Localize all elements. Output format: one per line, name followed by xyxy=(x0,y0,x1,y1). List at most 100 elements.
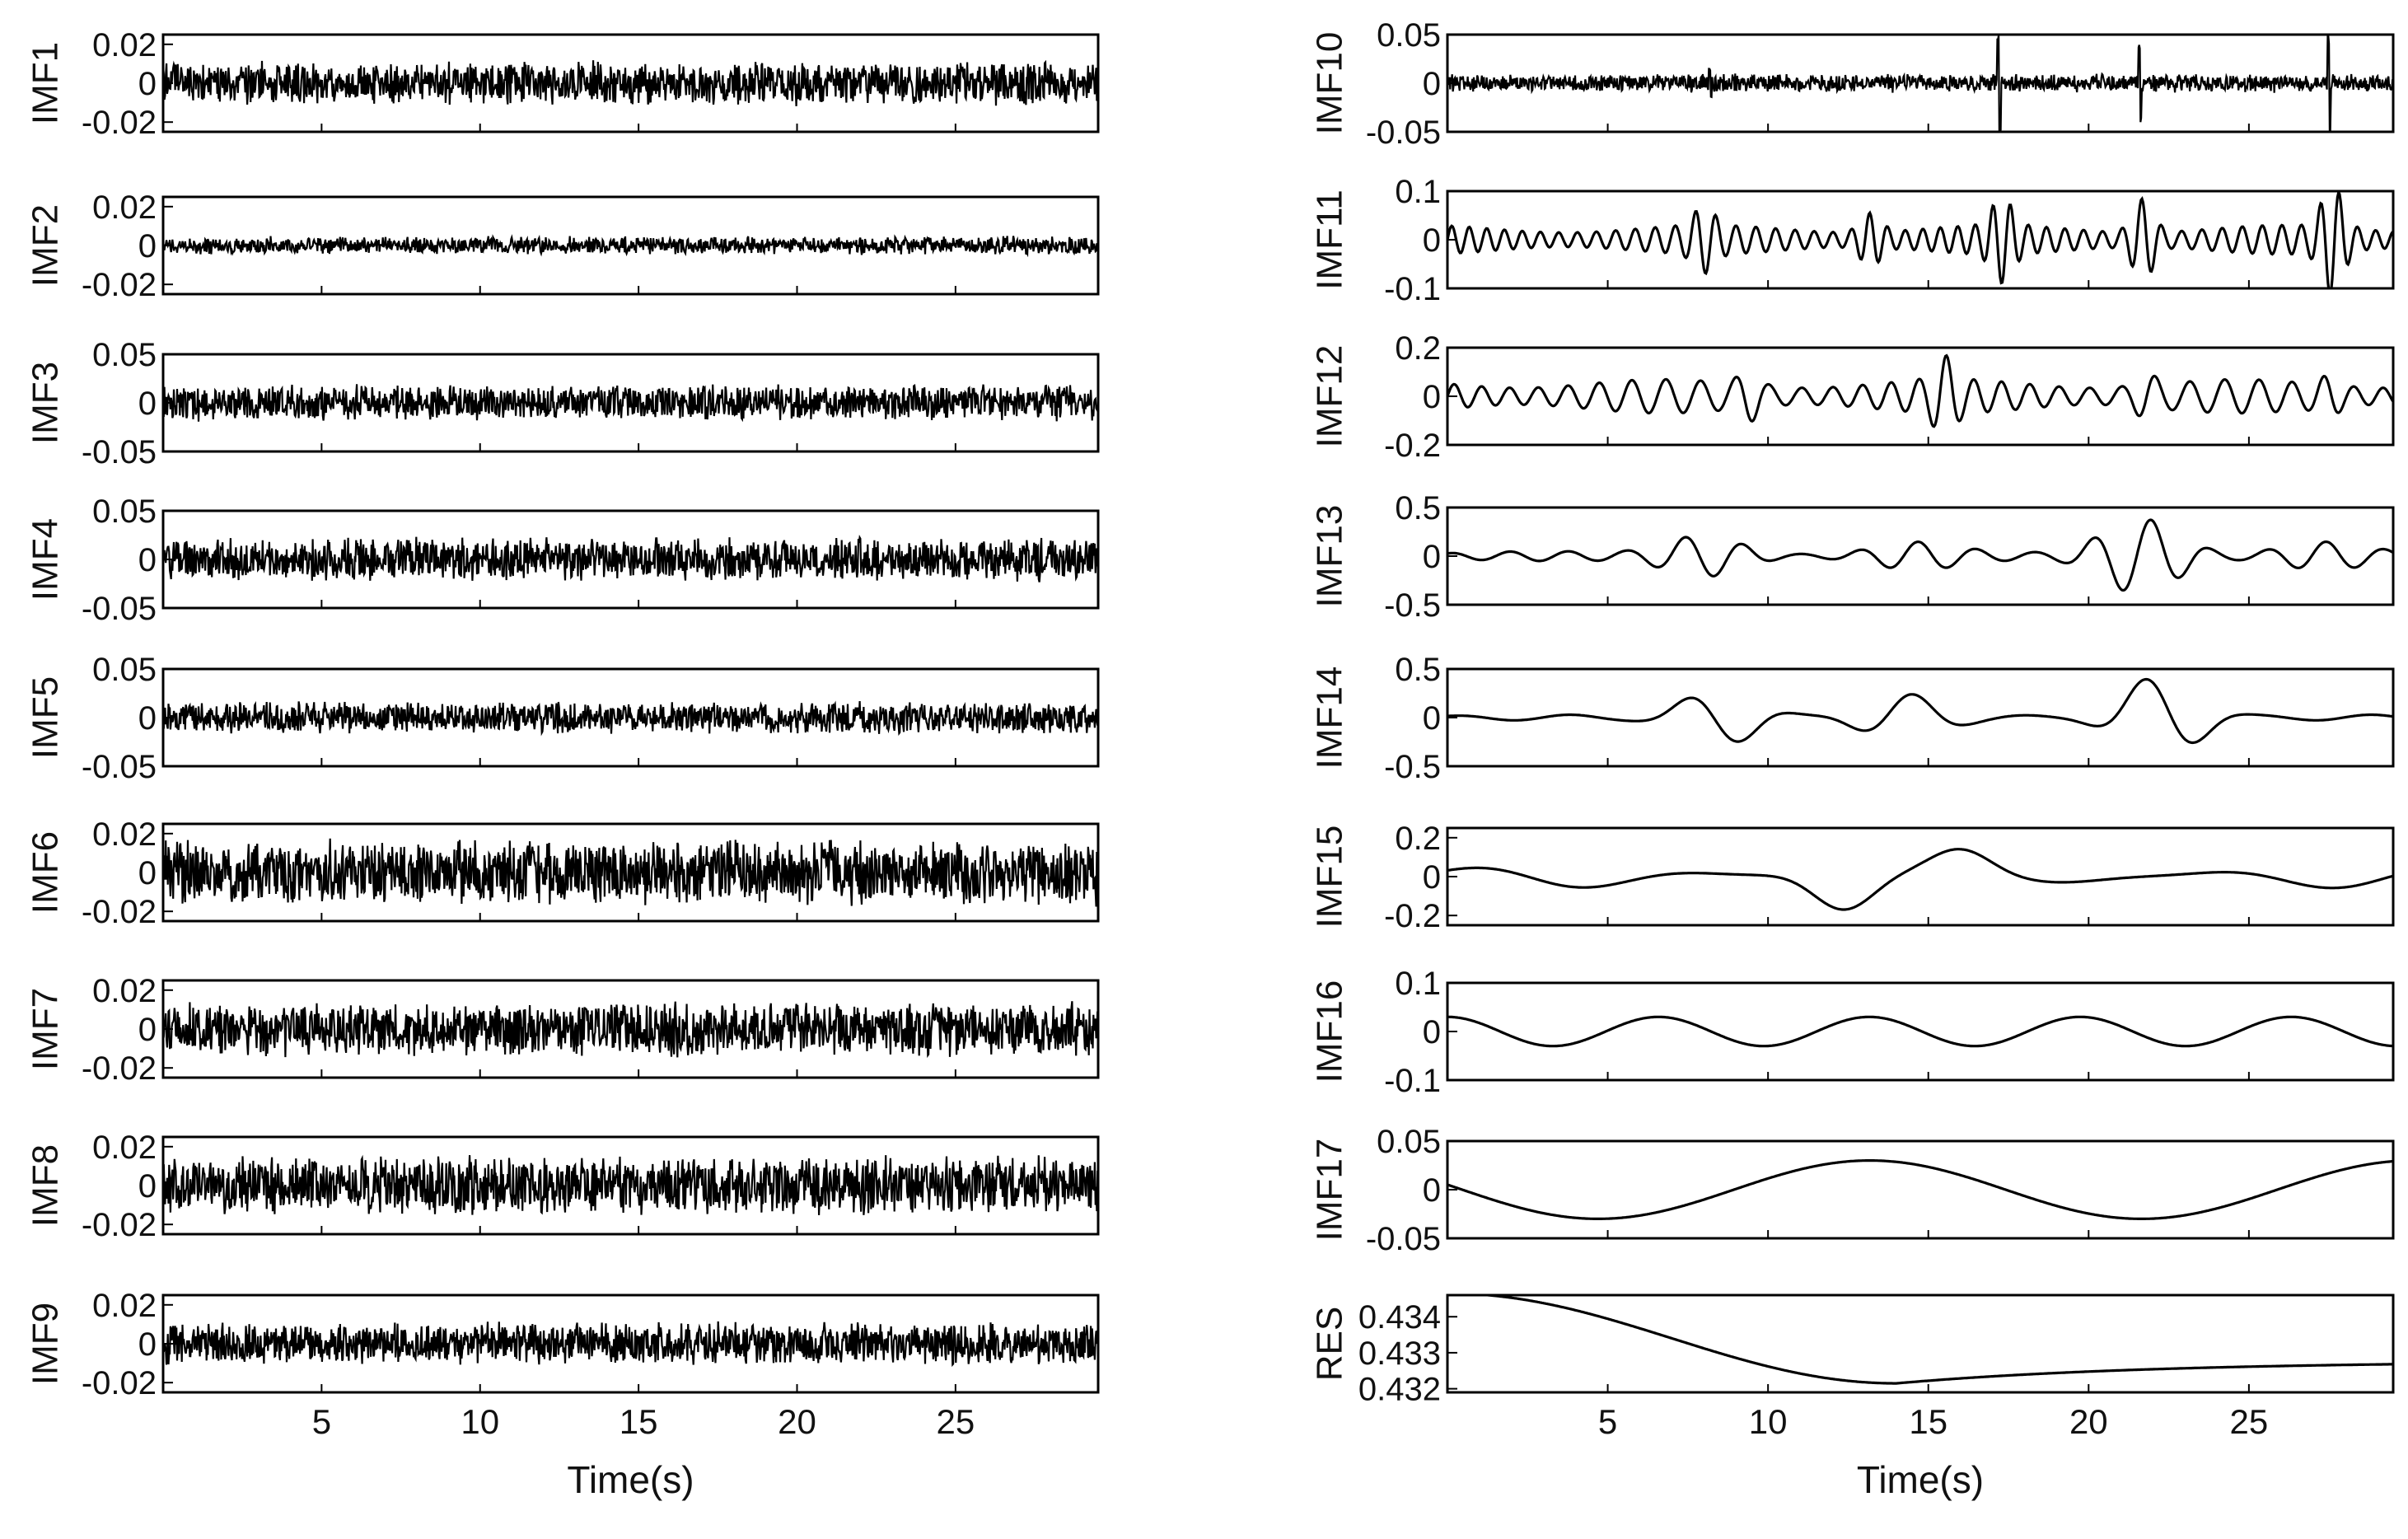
panel-imf9: 0.020-0.02 IMF9 5 10 15 20 25 Time(s) xyxy=(26,1288,1100,1501)
y-tick-label: -0.02 xyxy=(82,1207,157,1243)
series-line-imf6 xyxy=(163,838,1098,907)
series-line-imf7 xyxy=(163,1001,1098,1059)
y-tick-label: -0.05 xyxy=(82,749,157,785)
right-column: 0.050-0.05IMF100.10-0.1IMF110.20-0.2IMF1… xyxy=(1310,17,2395,1501)
x-tick-label: 5 xyxy=(1598,1402,1617,1441)
y-axis-label: IMF15 xyxy=(1310,826,1350,929)
y-tick-label: 0.5 xyxy=(1395,652,1441,688)
y-tick-label: 0.1 xyxy=(1395,966,1441,1002)
series-line-imf1 xyxy=(163,59,1098,106)
y-tick-label: 0.05 xyxy=(1377,17,1441,54)
y-tick-label: 0.432 xyxy=(1358,1372,1441,1408)
y-tick-label: -0.02 xyxy=(82,894,157,930)
series-line-imf10 xyxy=(1447,35,2393,132)
series-line-imf5 xyxy=(163,700,1098,737)
x-tick-label: 20 xyxy=(778,1402,816,1441)
series-line-res xyxy=(1468,1295,2393,1385)
y-tick-label: 0.05 xyxy=(92,337,157,373)
axes-frame xyxy=(1446,826,2395,927)
y-tick-label: 0 xyxy=(138,386,157,422)
panel-imf16: 0.1 0 -0.1 IMF16 xyxy=(1310,966,2395,1099)
y-axis-label: IMF6 xyxy=(26,831,66,914)
x-tick-label: 20 xyxy=(2069,1402,2108,1441)
y-tick-label: 0.433 xyxy=(1358,1336,1441,1372)
panel-imf17: 0.05 0 -0.05 IMF17 xyxy=(1310,1124,2395,1257)
y-tick-label: -0.02 xyxy=(82,267,157,303)
y-tick-label: 0 xyxy=(1423,859,1441,896)
y-tick-label: -0.05 xyxy=(1366,1221,1441,1257)
y-tick-label: 0 xyxy=(1423,222,1441,259)
y-tick-label: 0 xyxy=(1423,700,1441,737)
y-tick-label: -0.05 xyxy=(1366,115,1441,151)
y-tick-label: 0 xyxy=(138,855,157,891)
panel-imf6: 0.020-0.02 IMF6 xyxy=(26,816,1100,930)
panel-imf8: 0.020-0.02 IMF8 xyxy=(26,1130,1100,1243)
y-axis-label: IMF14 xyxy=(1310,667,1350,770)
y-tick-label: -0.5 xyxy=(1384,749,1441,785)
series-line-imf16 xyxy=(1447,1015,2393,1048)
y-tick-label: 0.02 xyxy=(92,816,157,853)
y-axis-label: IMF16 xyxy=(1310,980,1350,1083)
y-tick-label: 0 xyxy=(1423,379,1441,415)
y-tick-label: -0.2 xyxy=(1384,428,1441,464)
y-tick-label: 0 xyxy=(138,1326,157,1363)
y-axis-label: IMF2 xyxy=(26,204,66,287)
series-line-imf9 xyxy=(163,1321,1098,1368)
x-tick-label: 10 xyxy=(461,1402,499,1441)
series-line-imf15 xyxy=(1447,848,2393,911)
panel-imf4: 0.05 0 -0.05 IMF4 xyxy=(26,494,1100,627)
y-axis-label: IMF17 xyxy=(1310,1139,1350,1242)
y-axis-label: IMF4 xyxy=(26,518,66,601)
axes-frame xyxy=(1446,1139,2395,1240)
y-tick-label: 0 xyxy=(1423,1172,1441,1209)
series-line-imf17 xyxy=(1447,1159,2393,1220)
y-axis-label: IMF3 xyxy=(26,362,66,444)
y-tick-label: 0 xyxy=(138,542,157,578)
y-axis-label: IMF10 xyxy=(1310,32,1350,135)
series-line-imf11 xyxy=(1447,191,2393,288)
panel-imf3: 0.05 0 -0.05 IMF3 xyxy=(26,337,1100,470)
series-line-imf3 xyxy=(163,383,1098,423)
panel-imf10: 0.05 0 -0.05 IMF10 xyxy=(1310,17,2395,151)
y-tick-label: -0.05 xyxy=(82,434,157,470)
y-tick-label: 0.02 xyxy=(92,27,157,63)
y-tick-label: 0.5 xyxy=(1395,490,1441,526)
axes-frame xyxy=(1446,667,2395,768)
y-tick-label: 0 xyxy=(138,66,157,102)
panel-imf11: 0.1 0 -0.1 IMF11 xyxy=(1310,174,2395,307)
panel-imf5: 0.05 0 -0.05 IMF5 xyxy=(26,652,1100,785)
y-tick-label: 0 xyxy=(138,228,157,264)
y-tick-label: 0 xyxy=(138,1012,157,1048)
y-tick-label: 0.02 xyxy=(92,189,157,226)
panel-imf2: 0.020-0.02 IMF2 xyxy=(26,189,1100,303)
y-tick-label: 0.05 xyxy=(1377,1124,1441,1160)
y-tick-label: 0.02 xyxy=(92,1288,157,1324)
y-axis-label: IMF13 xyxy=(1310,505,1350,608)
y-axis-label: IMF7 xyxy=(26,988,66,1070)
series-line-imf12 xyxy=(1447,353,2393,428)
y-tick-label: 0.2 xyxy=(1395,330,1441,367)
panel-imf1: 0.020-0.02 IMF1 xyxy=(26,27,1100,141)
y-tick-label: -0.02 xyxy=(82,1365,157,1401)
x-tick-label: 15 xyxy=(1909,1402,1947,1441)
y-tick-label: -0.5 xyxy=(1384,587,1441,624)
y-tick-label: 0.1 xyxy=(1395,174,1441,210)
panel-imf13: 0.5 0 -0.5 IMF13 xyxy=(1310,490,2395,624)
panel-imf12: 0.2 0 -0.2 IMF12 xyxy=(1310,330,2395,464)
y-tick-label: 0 xyxy=(138,700,157,737)
y-tick-label: -0.2 xyxy=(1384,898,1441,934)
y-tick-label: 0 xyxy=(1423,66,1441,102)
series-line-imf13 xyxy=(1447,518,2393,592)
x-tick-label: 25 xyxy=(2230,1402,2269,1441)
axes-frame xyxy=(1446,189,2395,290)
y-axis-label: IMF11 xyxy=(1310,189,1350,289)
x-tick-label: 25 xyxy=(937,1402,975,1441)
series-line-imf14 xyxy=(1447,677,2393,745)
y-axis-label: IMF9 xyxy=(26,1303,66,1385)
x-axis-label: Time(s) xyxy=(1857,1458,1984,1501)
series-line-imf2 xyxy=(163,234,1098,258)
panel-imf14: 0.5 0 -0.5 IMF14 xyxy=(1310,652,2395,785)
y-axis-label: IMF12 xyxy=(1310,345,1350,448)
y-axis-label: RES xyxy=(1310,1307,1350,1381)
